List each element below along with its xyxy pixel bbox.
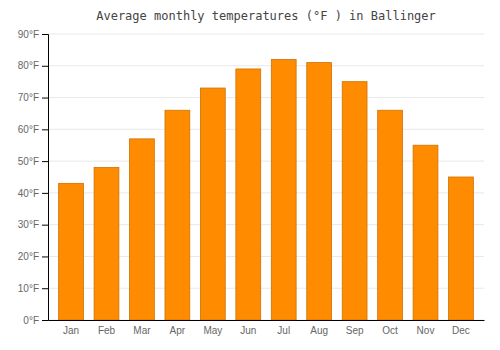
x-tick: Aug [310,325,328,336]
y-tick-mark [42,288,48,289]
y-tick-mark [42,256,48,257]
y-tick-mark [42,66,48,67]
y-tick-label: 30°F [18,219,39,230]
title: Average monthly temperatures (°F ) in Ba… [96,9,436,23]
x-tick-label: Nov [417,325,435,336]
x-tick-label: Jul [277,325,290,336]
bar [59,183,84,320]
y-tick-label: 20°F [18,251,39,262]
y-tick-label: 80°F [18,60,39,71]
y-tick-label: 10°F [18,283,39,294]
bar [342,82,367,320]
plot-area: 0°F 10°F 20°F 30°F 40°F 50°F 60°F 70°F 80°F 90°F J… [18,29,485,336]
x-tick: Jan [63,325,79,336]
grid-line [48,129,484,130]
x-tick: Dec [452,325,470,336]
y-tick: 60°F [18,124,48,135]
x-tick-label: Feb [98,325,116,336]
y-tick-label: 90°F [18,29,39,40]
x-tick: Sep [346,325,364,336]
y-tick: 0°F [23,315,48,326]
y-tick-mark [42,161,48,162]
grid [48,34,484,320]
grid-line [48,65,484,66]
y-axis-line [42,35,49,321]
y-tick-mark [42,320,48,321]
x-tick: May [203,325,222,336]
x-tick-label: Jan [63,325,79,336]
bar [165,110,190,320]
x-tick: Mar [133,325,151,336]
x-tick: Jul [277,325,290,336]
x-tick-label: Jun [240,325,256,336]
bar [236,69,261,320]
x-tick-label: Mar [133,325,151,336]
bar [378,110,403,320]
y-tick-label: 50°F [18,156,39,167]
y-tick: 10°F [18,283,48,294]
x-tick-label: Apr [170,325,186,336]
y-tick: 30°F [18,219,48,230]
y-tick: 50°F [18,156,48,167]
bar [271,59,296,320]
y-tick-label: 40°F [18,188,39,199]
x-axis: Jan Feb Mar Apr May Jun Jul Aug Sep Oct Nov Dec [49,321,485,337]
bar [94,167,119,320]
y-tick-label: 0°F [23,315,39,326]
x-axis-line [49,320,485,321]
x-tick-label: Oct [382,325,398,336]
y-tick-mark [42,129,48,130]
y-tick-mark [42,98,48,99]
y-tick: 90°F [18,29,48,40]
bar [200,88,225,320]
y-tick: 80°F [18,60,48,71]
y-tick-mark [42,225,48,226]
x-tick-label: Aug [310,325,328,336]
grid-line [48,97,484,98]
x-tick: Oct [382,325,398,336]
bars [59,59,474,320]
y-tick-label: 60°F [18,124,39,135]
x-tick: Jun [240,325,256,336]
y-tick-label: 70°F [18,92,39,103]
x-tick-label: Sep [346,325,364,336]
x-tick: Feb [98,325,116,336]
y-axis: 0°F 10°F 20°F 30°F 40°F 50°F 60°F 70°F 80°F 90°F [18,29,49,326]
y-tick: 70°F [18,92,48,103]
bar [307,63,332,320]
y-tick: 20°F [18,251,48,262]
chart: 0°F 10°F 20°F 30°F 40°F 50°F 60°F 70°F 80°F 90°F J… [0,0,500,350]
x-tick-label: May [203,325,222,336]
y-tick: 40°F [18,188,48,199]
y-tick-mark [42,34,48,35]
bar [130,139,155,320]
grid-line [48,34,484,35]
x-tick-label: Dec [452,325,470,336]
x-tick: Apr [170,325,186,336]
x-tick: Nov [417,325,435,336]
y-tick-mark [42,193,48,194]
bar [413,145,438,320]
bar [449,177,474,320]
